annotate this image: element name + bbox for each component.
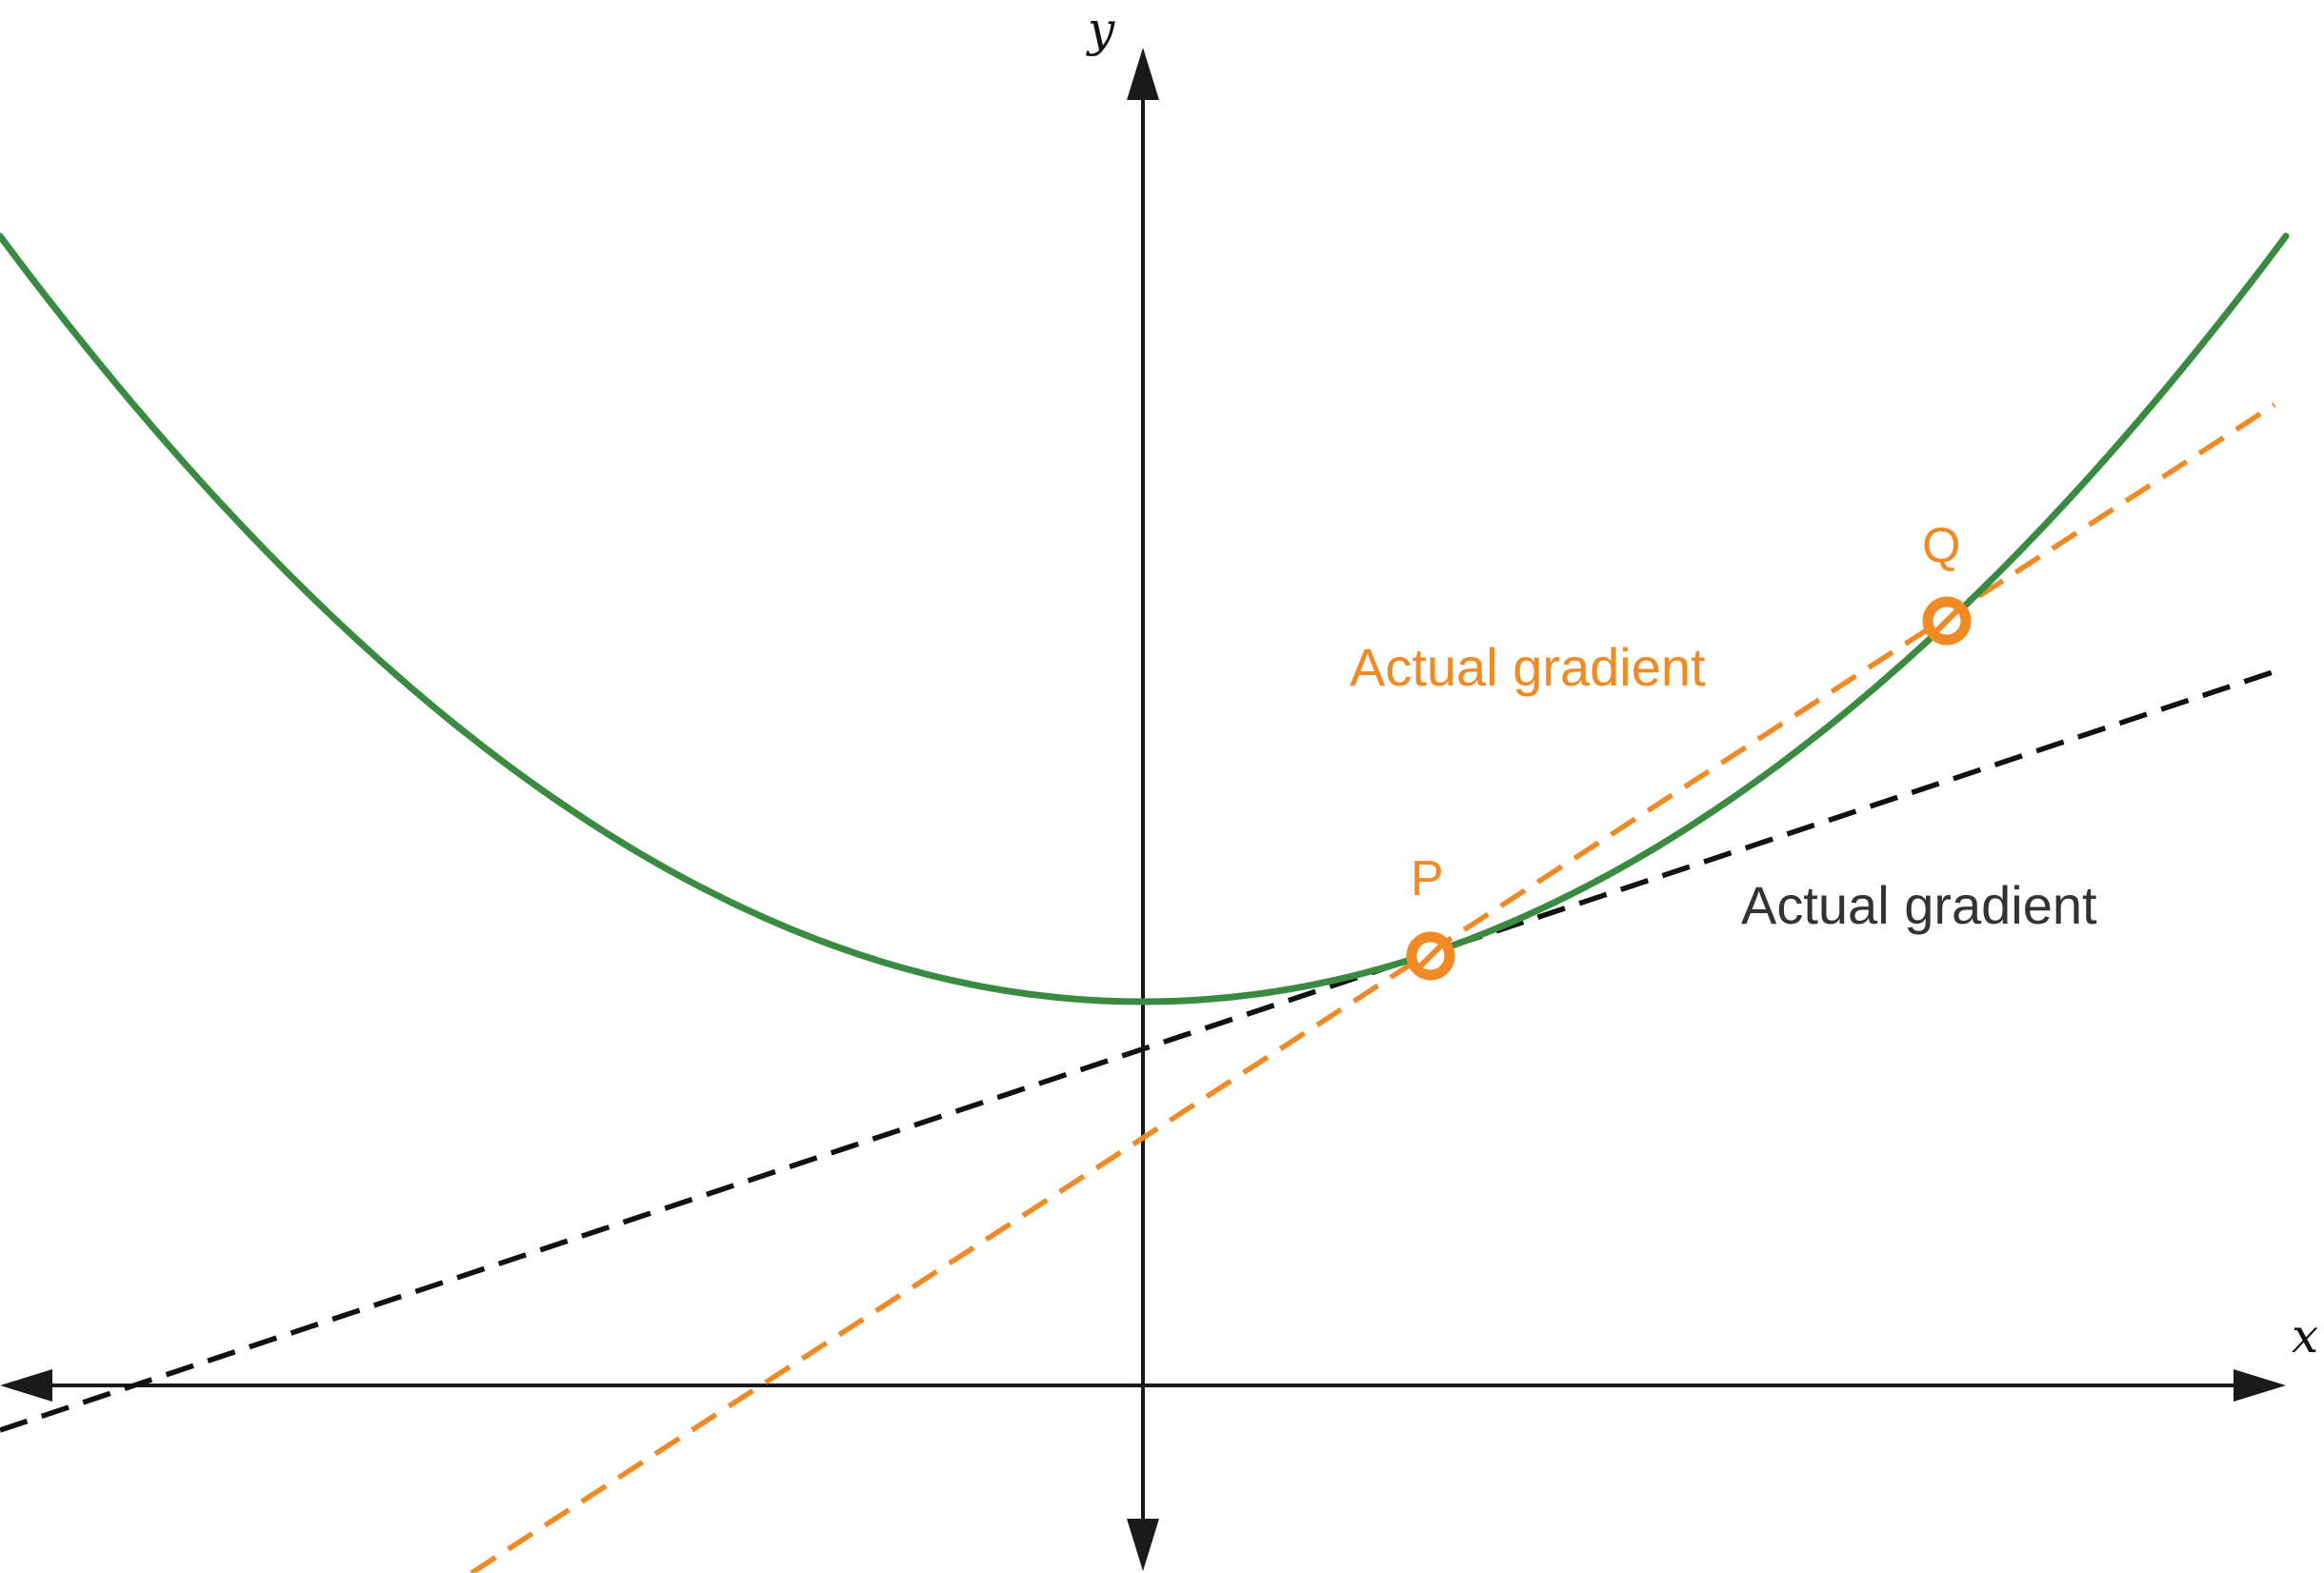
point-p-label: P: [1411, 851, 1444, 906]
y-axis-top-arrow-icon: [1127, 48, 1159, 100]
point-p: P: [1406, 851, 1455, 981]
y-axis: y: [1086, 2, 1159, 1571]
x-axis-left-arrow-icon: [0, 1369, 52, 1402]
x-axis-label: x: [2292, 1308, 2318, 1364]
x-axis: x: [0, 1308, 2318, 1402]
tangent-line: [0, 669, 2274, 1433]
secant-line-label: Actual gradient: [1350, 637, 1706, 697]
point-q-label: Q: [1922, 518, 1960, 573]
parabola-curve: [0, 232, 2290, 1006]
point-q-slash: [1931, 605, 1963, 637]
point-q: Q: [1922, 518, 1972, 646]
point-p-slash: [1414, 940, 1447, 972]
secant-line: [470, 402, 2276, 1573]
y-axis-bottom-arrow-icon: [1127, 1519, 1159, 1571]
x-axis-right-arrow-icon: [2234, 1369, 2286, 1402]
y-axis-label: y: [1086, 2, 1115, 57]
tangent-line-label: Actual gradient: [1741, 875, 2097, 935]
